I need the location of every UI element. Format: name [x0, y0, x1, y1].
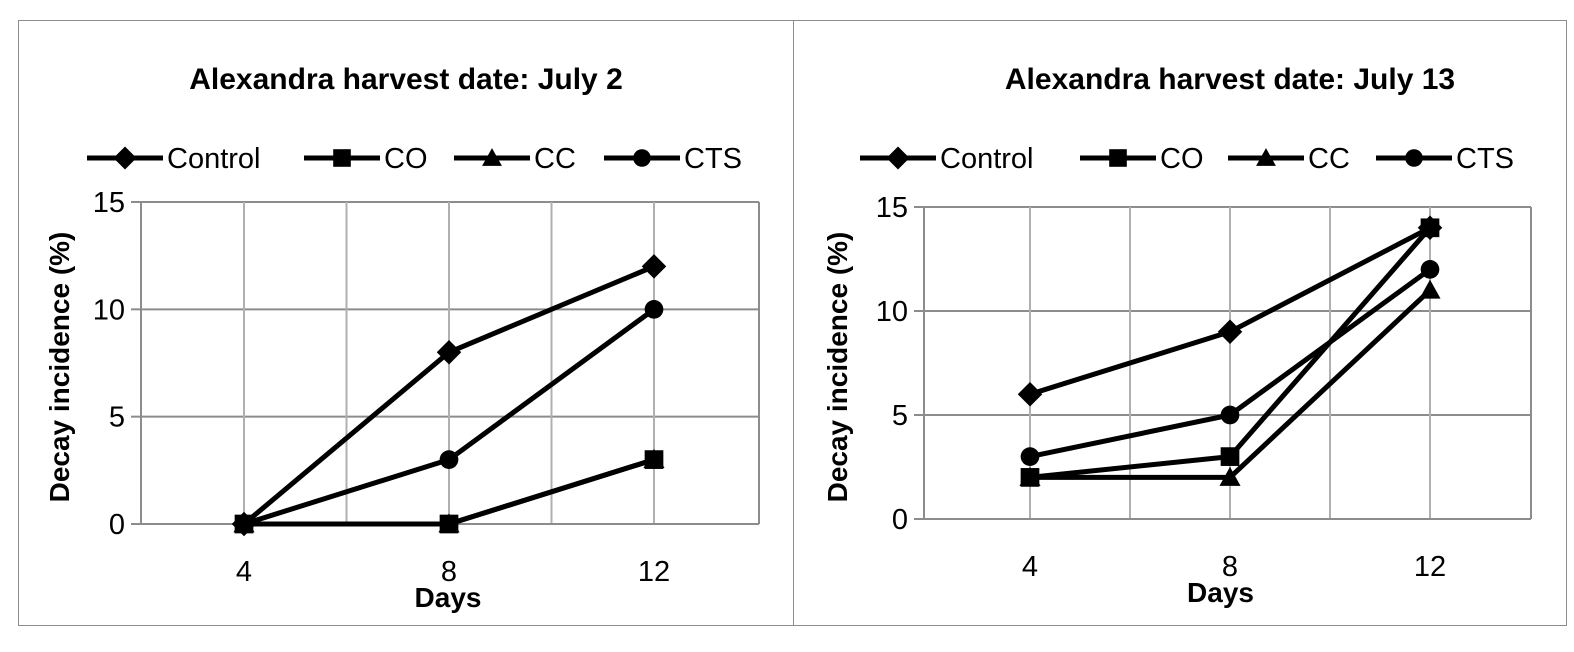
x-tick-label: 8 — [441, 556, 457, 588]
legend-item-co: CO — [1080, 143, 1204, 175]
x-tick-label: 8 — [1222, 551, 1238, 583]
legend-item-cc: CC — [454, 143, 576, 175]
series-cts — [1020, 260, 1440, 466]
data-point-control — [641, 254, 667, 279]
x-axis-label: Days — [1187, 577, 1254, 608]
legend-label-control: Control — [167, 143, 261, 175]
data-point-control — [1017, 381, 1043, 407]
data-point-cc — [1019, 466, 1041, 486]
legend-item-cts: CTS — [1376, 143, 1514, 175]
grid — [141, 201, 759, 524]
legend-item-cts: CTS — [604, 143, 742, 175]
data-point-cts — [1020, 447, 1040, 466]
legend: Control CO CC CTS — [860, 143, 1514, 175]
legend-item-control: Control — [860, 143, 1034, 175]
data-point-co — [1420, 218, 1440, 238]
legend-marker-circle-icon — [1405, 149, 1423, 167]
y-tick-label: 0 — [892, 504, 908, 536]
x-tick-label: 12 — [638, 556, 670, 588]
data-point-co — [1220, 447, 1240, 466]
data-point-cc — [1219, 466, 1241, 486]
y-tick-label: 5 — [892, 400, 908, 432]
legend-marker-diamond-icon — [113, 146, 137, 170]
data-point-control — [1217, 319, 1243, 345]
legend: Control CO CC CTS — [87, 143, 742, 175]
x-tick-label: 12 — [1414, 551, 1446, 583]
y-axis-label: Decay incidence (%) — [822, 232, 853, 503]
legend-marker-triangle-icon — [482, 148, 502, 166]
x-tick-label: 4 — [1022, 551, 1038, 583]
y-tick-label: 5 — [109, 402, 125, 434]
data-point-cts — [1220, 405, 1240, 425]
y-tick-label: 10 — [876, 296, 908, 328]
legend-item-cc: CC — [1228, 143, 1350, 175]
y-tick-label: 15 — [876, 192, 908, 224]
data-point-cts — [234, 514, 254, 534]
chart-panel-july-13: Alexandra harvest date: July 13 Control CO… — [793, 20, 1567, 626]
y-tick-label: 15 — [93, 187, 125, 219]
data-point-cc — [643, 449, 665, 469]
series-cts — [234, 299, 664, 534]
data-point-cc — [438, 513, 460, 533]
legend-label-co: CO — [384, 143, 428, 175]
legend-label-cc: CC — [534, 143, 576, 175]
y-tick-label: 0 — [109, 509, 125, 541]
chart-title: Alexandra harvest date: July 2 — [189, 63, 623, 96]
chart-panel-july-2: Alexandra harvest date: July 2 Control CO C… — [18, 20, 794, 626]
legend-label-co: CO — [1160, 143, 1204, 175]
data-point-cts — [644, 299, 664, 319]
chart-july-13: Alexandra harvest date: July 13 Control CO… — [822, 63, 1532, 608]
chart-title: Alexandra harvest date: July 13 — [1005, 63, 1455, 96]
legend-marker-circle-icon — [633, 149, 651, 167]
data-point-cc — [1419, 279, 1441, 299]
legend-label-cts: CTS — [1456, 143, 1514, 175]
legend-marker-square-icon — [1109, 149, 1127, 167]
legend-marker-triangle-icon — [1256, 148, 1276, 166]
data-point-cts — [439, 450, 459, 469]
series-cc — [1019, 279, 1441, 486]
y-axis-label: Decay incidence (%) — [44, 232, 75, 503]
x-tick-label: 4 — [236, 556, 252, 588]
legend-marker-square-icon — [333, 149, 351, 167]
y-tick-label: 10 — [93, 294, 125, 326]
legend-label-cc: CC — [1308, 143, 1350, 175]
legend-marker-diamond-icon — [886, 146, 910, 170]
data-point-control — [436, 340, 462, 365]
legend-label-control: Control — [940, 143, 1034, 175]
data-point-cts — [1420, 260, 1440, 279]
x-axis-label: Days — [415, 582, 482, 613]
legend-item-co: CO — [304, 143, 428, 175]
legend-item-control: Control — [87, 143, 261, 175]
legend-label-cts: CTS — [684, 143, 742, 175]
